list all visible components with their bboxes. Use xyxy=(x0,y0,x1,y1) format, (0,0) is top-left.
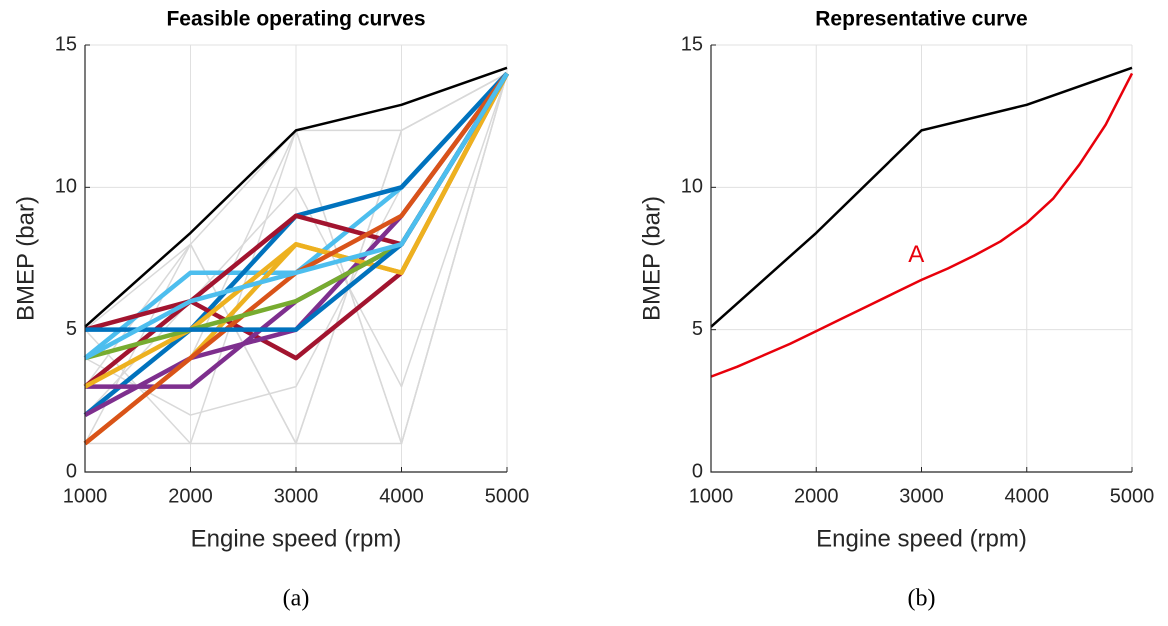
y-tick-label: 0 xyxy=(66,460,77,482)
y-tick-label: 0 xyxy=(692,460,703,482)
data-line xyxy=(710,72,1134,378)
y-tick-label: 10 xyxy=(55,176,77,198)
caption: (a) xyxy=(283,586,310,612)
x-axis-label: Engine speed (rpm) xyxy=(816,525,1027,552)
x-tick-label: 5000 xyxy=(485,485,530,507)
y-tick-label: 15 xyxy=(55,33,77,55)
axes xyxy=(710,45,1132,473)
y-tick-label: 10 xyxy=(681,176,703,198)
x-tick-label: 2000 xyxy=(794,485,839,507)
x-tick-label: 4000 xyxy=(1005,485,1050,507)
x-tick-label: 1000 xyxy=(63,485,108,507)
y-axis-label: BMEP (bar) xyxy=(12,196,39,321)
data-line xyxy=(710,66,1133,328)
data-line xyxy=(84,66,508,328)
chart-title: Representative curve xyxy=(815,8,1027,31)
x-tick-label: 4000 xyxy=(379,485,424,507)
x-tick-label: 1000 xyxy=(689,485,734,507)
data-line xyxy=(83,72,509,389)
data-line xyxy=(84,72,508,445)
data-line xyxy=(83,72,509,361)
y-tick-label: 15 xyxy=(681,33,703,55)
x-tick-label: 3000 xyxy=(899,485,944,507)
x-tick-label: 5000 xyxy=(1110,485,1155,507)
annotation: A xyxy=(908,241,924,268)
x-axis-label: Engine speed (rpm) xyxy=(191,525,402,552)
caption: (b) xyxy=(908,586,936,612)
y-tick-label: 5 xyxy=(692,318,703,340)
x-tick-label: 3000 xyxy=(274,485,319,507)
axes xyxy=(84,45,507,473)
y-axis-label: BMEP (bar) xyxy=(638,196,665,321)
x-tick-label: 2000 xyxy=(168,485,213,507)
chart-title: Feasible operating curves xyxy=(166,8,425,31)
y-tick-label: 5 xyxy=(66,318,77,340)
